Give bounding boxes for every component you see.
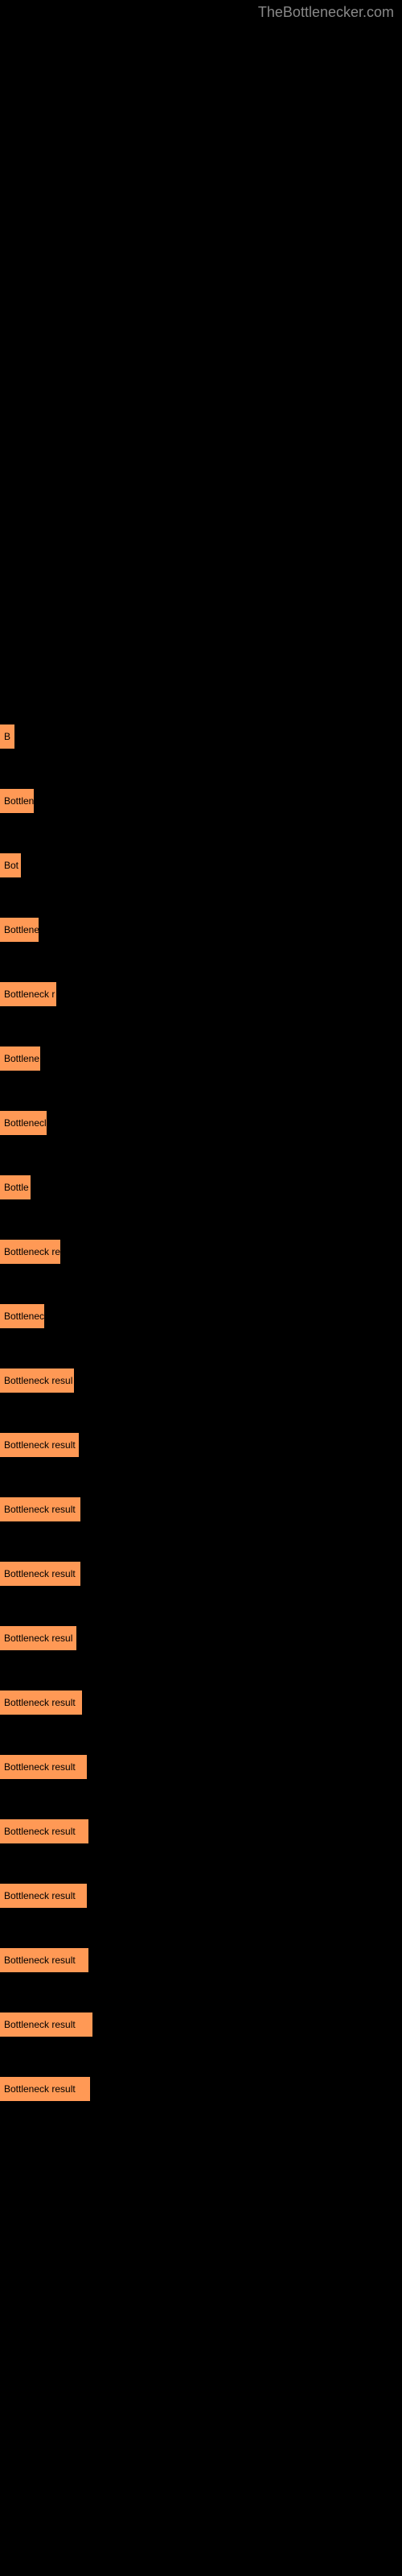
bar-row: Bottleneck resul bbox=[0, 1368, 402, 1393]
bar: Bottlen bbox=[0, 789, 34, 813]
bar: Bottle bbox=[0, 1175, 31, 1199]
bar: Bottleneck re bbox=[0, 1240, 60, 1264]
bar-row: Bottleneck r bbox=[0, 982, 402, 1006]
bar-row: Bot bbox=[0, 853, 402, 877]
bar: Bottlene bbox=[0, 918, 39, 942]
bar-row: B bbox=[0, 724, 402, 749]
bar: Bottleneck resul bbox=[0, 1368, 74, 1393]
bar: Bottleneck result bbox=[0, 1819, 88, 1843]
bar: B bbox=[0, 724, 14, 749]
bar: Bottleneck result bbox=[0, 1690, 82, 1715]
bar-row: Bottleneck re bbox=[0, 1240, 402, 1264]
bar-row: Bottleneck result bbox=[0, 2077, 402, 2101]
bar-row: Bottleneck result bbox=[0, 2013, 402, 2037]
bar: Bottleneck resul bbox=[0, 1626, 76, 1650]
bar-row: Bottleneck result bbox=[0, 1690, 402, 1715]
bar-row: Bottlene bbox=[0, 1046, 402, 1071]
bar: Bottleneck result bbox=[0, 1497, 80, 1521]
bar: Bottleneck result bbox=[0, 1562, 80, 1586]
bar-row: Bottleneck result bbox=[0, 1433, 402, 1457]
bar: Bottlenecl bbox=[0, 1111, 47, 1135]
bar: Bottleneck r bbox=[0, 982, 56, 1006]
bar-row: Bottlene bbox=[0, 918, 402, 942]
bar-row: Bottlenec bbox=[0, 1304, 402, 1328]
bar-row: Bottlenecl bbox=[0, 1111, 402, 1135]
bar: Bottlene bbox=[0, 1046, 40, 1071]
bar: Bottleneck result bbox=[0, 1948, 88, 1972]
bar-row: Bottlen bbox=[0, 789, 402, 813]
bar-row: Bottleneck result bbox=[0, 1497, 402, 1521]
bar: Bot bbox=[0, 853, 21, 877]
bar-row: Bottle bbox=[0, 1175, 402, 1199]
watermark-text: TheBottlenecker.com bbox=[258, 4, 394, 21]
bar-row: Bottleneck result bbox=[0, 1884, 402, 1908]
bar-row: Bottleneck result bbox=[0, 1948, 402, 1972]
bar-row: Bottleneck resul bbox=[0, 1626, 402, 1650]
bar: Bottlenec bbox=[0, 1304, 44, 1328]
bar-chart: B Bottlen Bot Bottlene Bottleneck r Bottlene B… bbox=[0, 0, 402, 2101]
bar-row: Bottleneck result bbox=[0, 1819, 402, 1843]
bar: Bottleneck result bbox=[0, 1433, 79, 1457]
bar: Bottleneck result bbox=[0, 1755, 87, 1779]
bar: Bottleneck result bbox=[0, 1884, 87, 1908]
bar-row: Bottleneck result bbox=[0, 1562, 402, 1586]
bar: Bottleneck result bbox=[0, 2013, 92, 2037]
bar: Bottleneck result bbox=[0, 2077, 90, 2101]
bar-row: Bottleneck result bbox=[0, 1755, 402, 1779]
